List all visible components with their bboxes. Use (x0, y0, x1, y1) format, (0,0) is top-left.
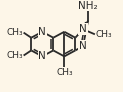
Text: N: N (79, 41, 87, 51)
Text: NH₂: NH₂ (78, 1, 98, 11)
Text: CH₃: CH₃ (56, 68, 73, 77)
Text: CH₃: CH₃ (96, 30, 112, 39)
Text: N: N (79, 24, 87, 34)
Text: CH₃: CH₃ (6, 28, 23, 37)
Text: N: N (38, 27, 46, 37)
Text: CH₃: CH₃ (6, 51, 23, 60)
Text: N: N (38, 51, 46, 61)
